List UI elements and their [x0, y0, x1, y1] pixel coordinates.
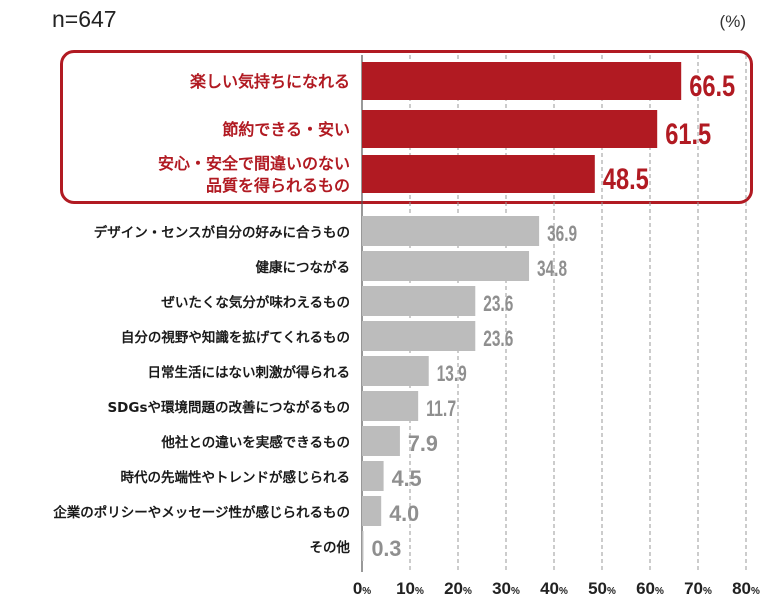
- value-label-10: 7.9: [408, 431, 438, 456]
- category-label-11: 時代の先端性やトレンドが感じられる: [121, 469, 351, 486]
- x-tick-label: 30%: [492, 579, 520, 598]
- bar-13: [362, 531, 364, 561]
- value-label-8: 13.9: [437, 361, 467, 386]
- category-label-9: SDGsや環境問題の改善につながるもの: [107, 399, 350, 416]
- bar-series: [362, 62, 682, 561]
- x-tick-label: 70%: [684, 579, 712, 598]
- value-label-13: 0.3: [371, 536, 401, 561]
- sample-size-label: n=647: [52, 6, 117, 32]
- bar-2: [362, 110, 658, 148]
- x-tick-label: 50%: [588, 579, 616, 598]
- x-tick-label: 0%: [353, 579, 371, 598]
- bar-11: [362, 461, 384, 491]
- value-label-12: 4.0: [389, 501, 419, 526]
- bar-4: [362, 216, 540, 246]
- value-label-9: 11.7: [426, 396, 456, 421]
- value-label-7: 23.6: [483, 326, 513, 351]
- category-label-10: 他社との違いを実感できるもの: [160, 434, 350, 451]
- value-label-1: 66.5: [689, 70, 735, 103]
- bar-6: [362, 286, 476, 316]
- category-label-7: 自分の視野や知識を拡げてくれるもの: [121, 329, 350, 346]
- bar-8: [362, 356, 429, 386]
- value-label-2: 61.5: [665, 118, 711, 151]
- value-label-11: 4.5: [392, 466, 422, 491]
- bar-7: [362, 321, 476, 351]
- value-label-6: 23.6: [483, 291, 513, 316]
- value-label-5: 34.8: [537, 256, 567, 281]
- value-label-4: 36.9: [547, 221, 577, 246]
- category-label-12: 企業のポリシーやメッセージ性が感じられるもの: [52, 504, 350, 521]
- x-tick-label: 20%: [444, 579, 472, 598]
- category-label-1: 楽しい気持ちになれる: [189, 72, 350, 91]
- value-labels: 66.5 61.5 48.5 36.9 34.8 23.6 23.6 13.9 11.7 7.9 4…: [371, 70, 735, 561]
- category-label-6: ぜいたくな気分が味わえるもの: [161, 294, 350, 311]
- x-tick-label: 60%: [636, 579, 664, 598]
- category-label-3: 安心・安全で間違いのない品質を得られるもの: [158, 154, 350, 195]
- category-label-5: 健康につながる: [256, 259, 351, 276]
- x-tick-label: 40%: [540, 579, 568, 598]
- bar-1: [362, 62, 682, 100]
- category-label-4: デザイン・センスが自分の好みに合うもの: [94, 224, 350, 241]
- bar-9: [362, 391, 419, 421]
- x-tick-label: 10%: [396, 579, 424, 598]
- x-tick-label: 80%: [732, 579, 760, 598]
- bar-3: [362, 155, 595, 193]
- category-labels: 楽しい気持ちになれる節約できる・安い安心・安全で間違いのない品質を得られるものデ…: [52, 72, 350, 556]
- value-label-3: 48.5: [603, 163, 649, 196]
- bar-10: [362, 426, 400, 456]
- unit-label: (%): [719, 12, 746, 31]
- bar-5: [362, 251, 530, 281]
- category-label-8: 日常生活にはない刺激が得られる: [148, 364, 351, 381]
- bar-12: [362, 496, 382, 526]
- category-label-13: その他: [310, 539, 351, 556]
- top-three-highlight-frame: [60, 50, 753, 204]
- category-label-2: 節約できる・安い: [221, 120, 350, 139]
- x-axis-ticks: 0% 10% 20% 30% 40% 50% 60% 70% 80%: [353, 579, 760, 598]
